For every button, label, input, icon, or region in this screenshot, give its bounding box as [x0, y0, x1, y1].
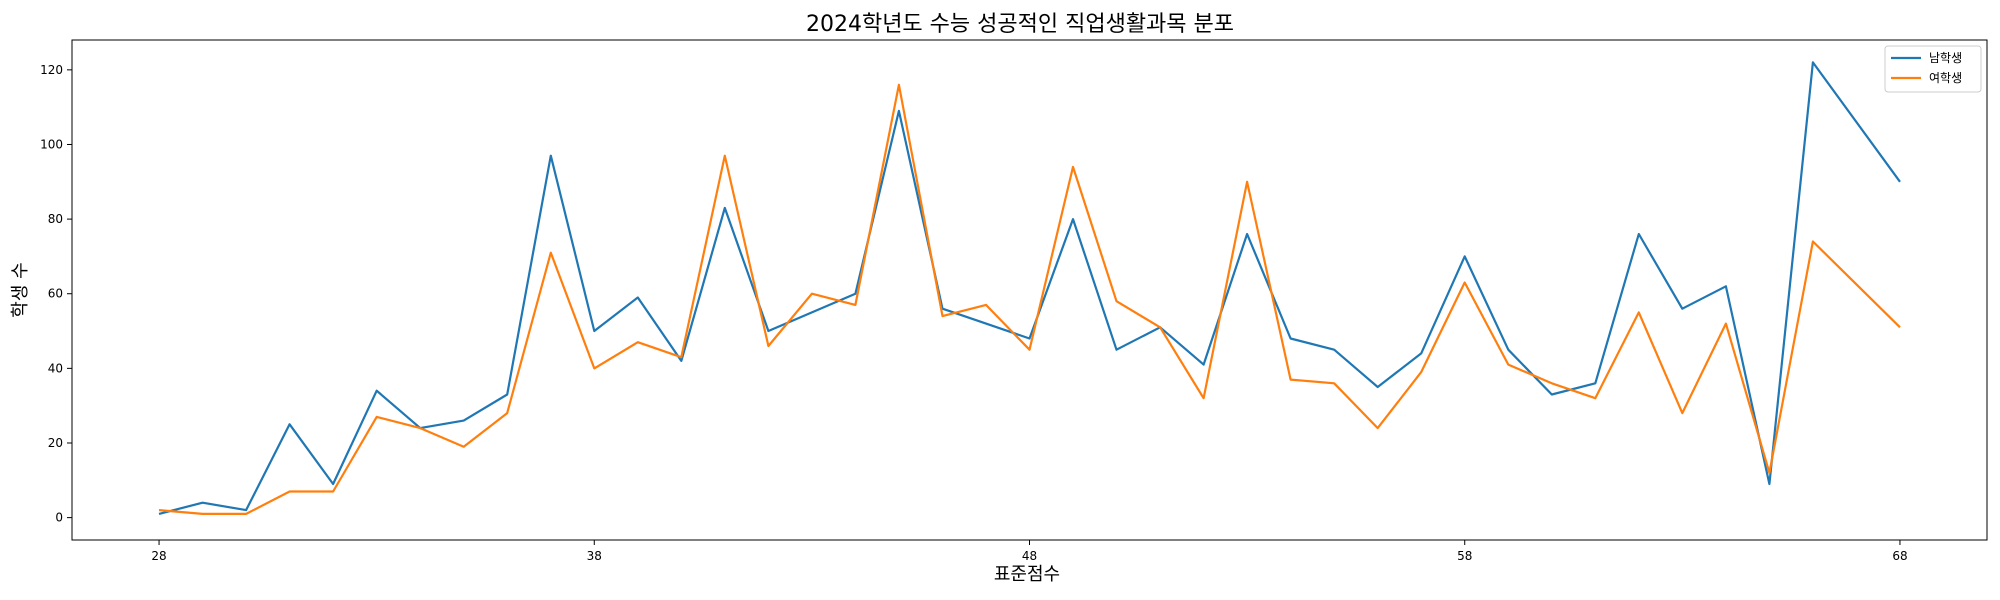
x-tick-label: 28: [151, 549, 166, 563]
chart-title: 2024학년도 수능 성공적인 직업생활과목 분포: [806, 12, 1234, 37]
y-tick-label: 100: [40, 137, 63, 151]
y-axis: 0 20 40 60 80 100 120: [40, 63, 72, 525]
y-tick-label: 20: [48, 436, 63, 450]
x-tick-label: 68: [1892, 549, 1907, 563]
y-axis-title: 학생 수: [10, 262, 31, 317]
y-tick-label: 120: [40, 63, 63, 77]
x-axis-title: 표준점수: [994, 564, 1060, 585]
x-tick-label: 58: [1457, 549, 1472, 563]
x-tick-label: 38: [587, 549, 602, 563]
y-tick-label: 40: [48, 361, 63, 375]
plot-area: [71, 39, 1988, 541]
legend-label: 남학생: [1929, 51, 1962, 65]
x-axis: 28 38 48 58 68: [151, 540, 1908, 563]
y-tick-label: 0: [55, 511, 63, 525]
x-tick-label: 48: [1022, 549, 1037, 563]
legend-label: 여학생: [1929, 71, 1962, 85]
series-line-2: [158, 83, 1901, 516]
y-tick-label: 60: [48, 287, 63, 301]
series-line-1: [158, 61, 1901, 515]
y-tick-label: 80: [48, 212, 63, 226]
series-layer: [158, 61, 1901, 516]
